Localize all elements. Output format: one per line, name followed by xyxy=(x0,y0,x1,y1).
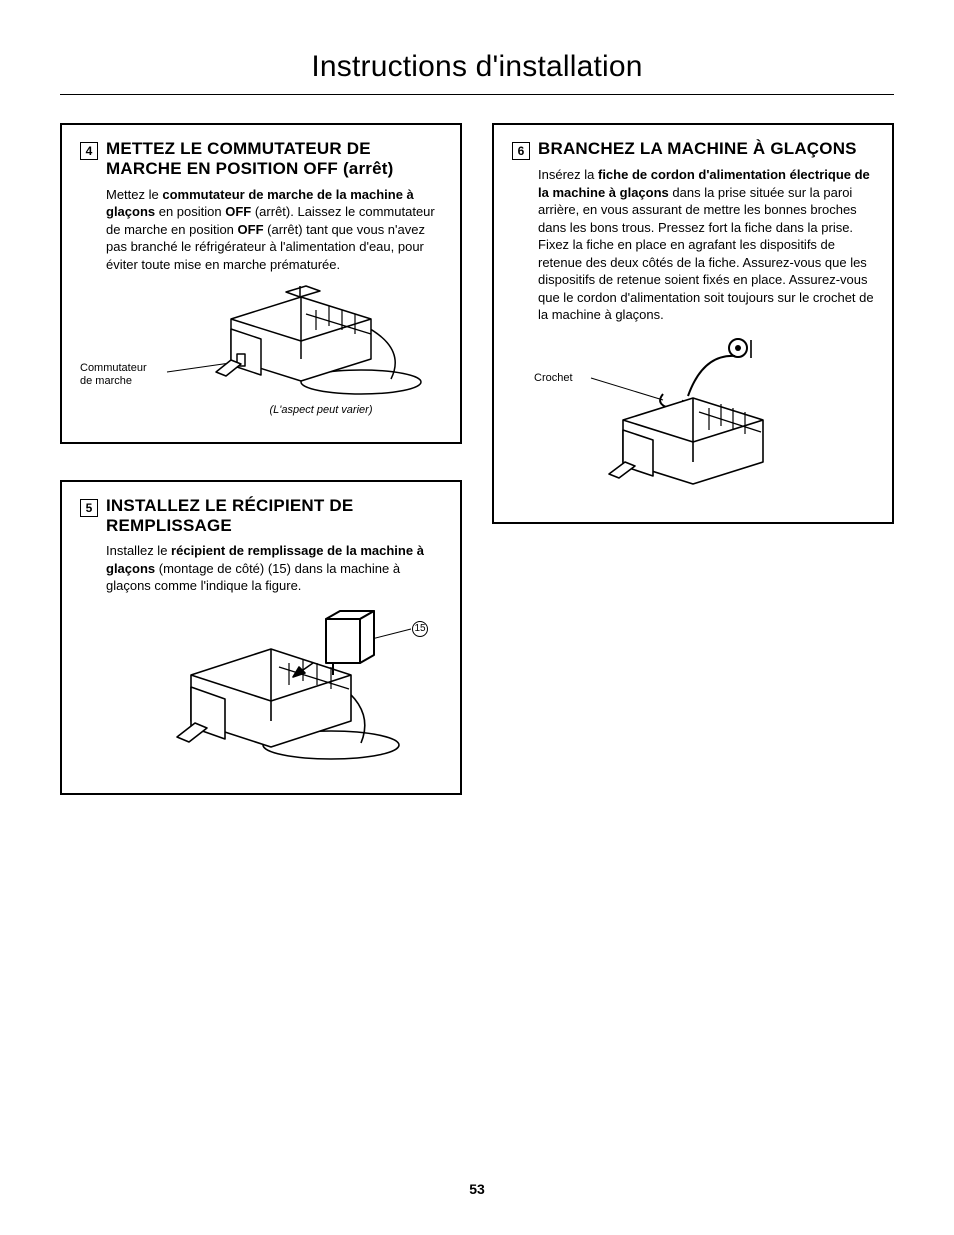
step-4-box: 4 METTEZ LE COMMUTATEUR DE MARCHE EN POS… xyxy=(60,123,462,444)
step-6-head: 6 BRANCHEZ LA MACHINE À GLAÇONS xyxy=(512,139,874,160)
step-5-number: 5 xyxy=(80,499,98,517)
right-column: 6 BRANCHEZ LA MACHINE À GLAÇONS Insérez … xyxy=(492,123,894,795)
step-6-number: 6 xyxy=(512,142,530,160)
icemaker-fillcup-icon xyxy=(80,605,442,775)
step-6-figure-label: Crochet xyxy=(534,372,573,385)
left-column: 4 METTEZ LE COMMUTATEUR DE MARCHE EN POS… xyxy=(60,123,462,795)
icemaker-plug-icon xyxy=(512,334,874,504)
step-6-label-line-1: Crochet xyxy=(534,372,573,384)
step-4-label-line-1: Commutateur xyxy=(80,362,147,374)
step-5-title: INSTALLEZ LE RÉCIPIENT DE REMPLISSAGE xyxy=(106,496,442,537)
step-4-head: 4 METTEZ LE COMMUTATEUR DE MARCHE EN POS… xyxy=(80,139,442,180)
step-6-body: Insérez la fiche de cordon d'alimentatio… xyxy=(538,166,874,324)
step-6-box: 6 BRANCHEZ LA MACHINE À GLAÇONS Insérez … xyxy=(492,123,894,524)
columns: 4 METTEZ LE COMMUTATEUR DE MARCHE EN POS… xyxy=(60,123,894,795)
page-title: Instructions d'installation xyxy=(60,50,894,84)
step-5-head: 5 INSTALLEZ LE RÉCIPIENT DE REMPLISSAGE xyxy=(80,496,442,537)
step-4-caption: (L'aspect peut varier) xyxy=(200,404,442,416)
step-4-body: Mettez le commutateur de marche de la ma… xyxy=(106,186,442,274)
step-6-title: BRANCHEZ LA MACHINE À GLAÇONS xyxy=(538,139,857,159)
step-4-figure-label: Commutateur de marche xyxy=(80,362,147,388)
step-4-figure: Commutateur de marche xyxy=(80,284,442,424)
page-number: 53 xyxy=(0,1181,954,1197)
step-4-title: METTEZ LE COMMUTATEUR DE MARCHE EN POSIT… xyxy=(106,139,442,180)
step-4-label-line-2: de marche xyxy=(80,375,132,387)
step-5-callout: 15 xyxy=(412,621,428,637)
page: Instructions d'installation 4 METTEZ LE … xyxy=(0,0,954,1235)
step-5-body: Installez le récipient de remplissage de… xyxy=(106,542,442,595)
step-5-box: 5 INSTALLEZ LE RÉCIPIENT DE REMPLISSAGE … xyxy=(60,480,462,795)
step-6-figure: Crochet xyxy=(512,334,874,504)
title-rule xyxy=(60,94,894,95)
step-5-figure: 15 xyxy=(80,605,442,775)
step-4-number: 4 xyxy=(80,142,98,160)
